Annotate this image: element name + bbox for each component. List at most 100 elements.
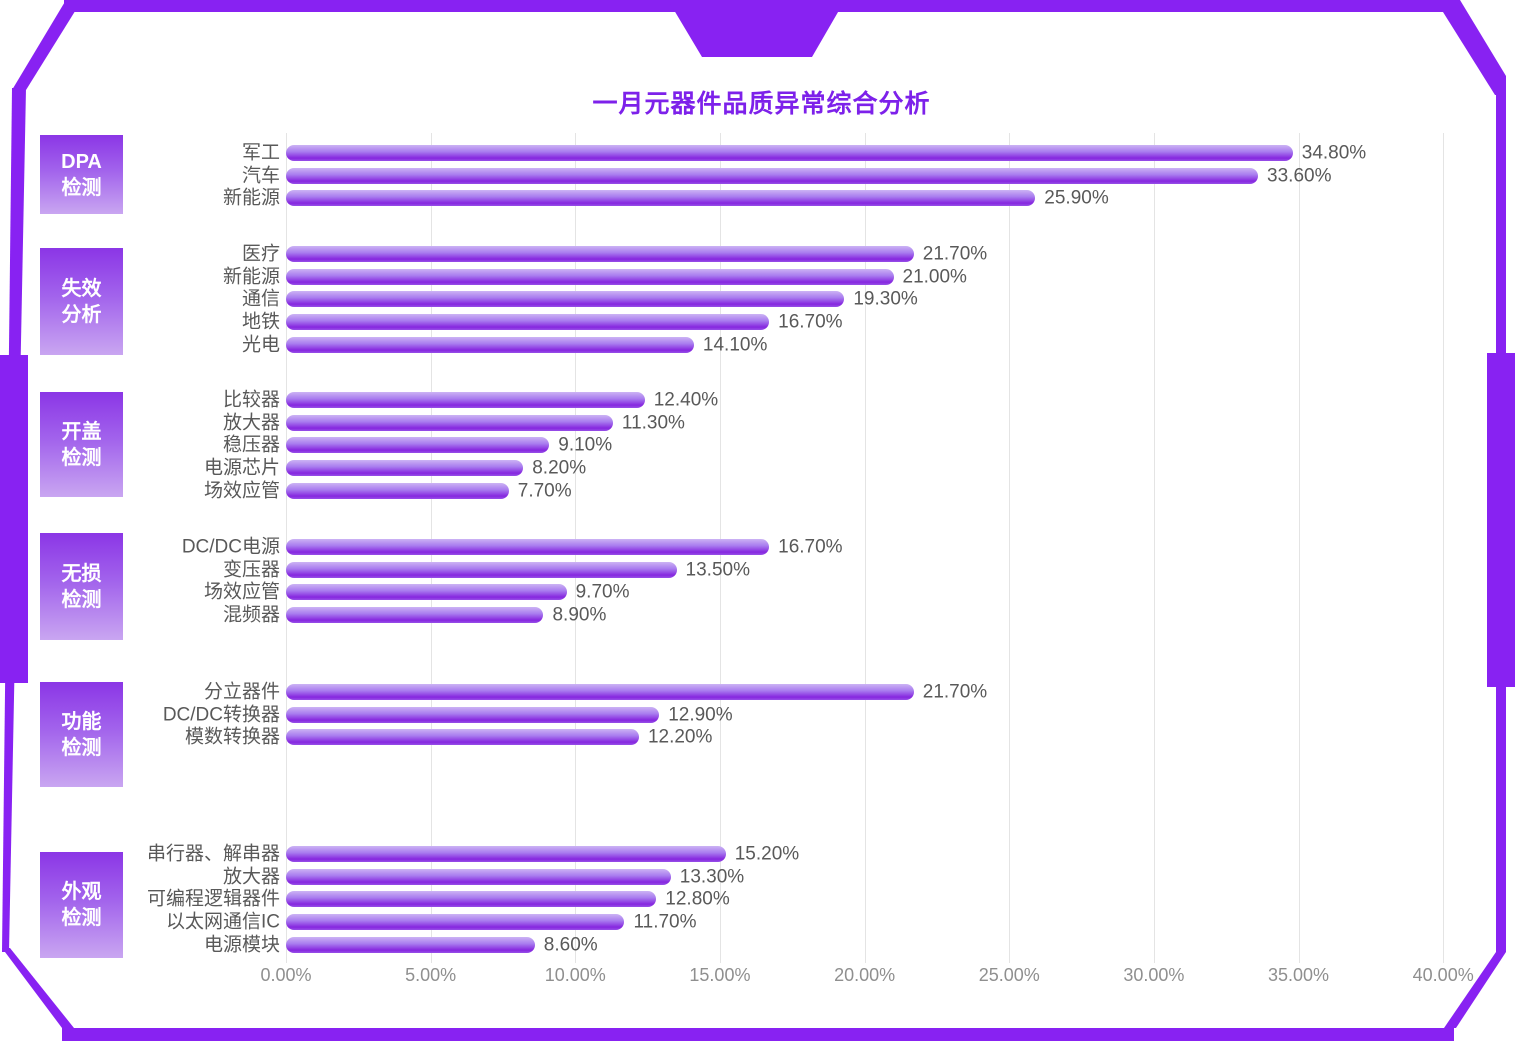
bar bbox=[286, 868, 671, 885]
value-label: 19.30% bbox=[853, 288, 918, 310]
value-label: 7.70% bbox=[517, 480, 572, 502]
gridline bbox=[864, 133, 866, 963]
gridline bbox=[1009, 133, 1011, 963]
bar bbox=[286, 414, 613, 431]
category-label: 模数转换器 bbox=[184, 726, 280, 748]
category-label: 放大器 bbox=[222, 866, 280, 888]
gridline bbox=[1443, 133, 1445, 963]
bar bbox=[286, 392, 645, 408]
value-label: 8.90% bbox=[552, 604, 607, 626]
bar bbox=[286, 190, 1036, 207]
group-label-line: 外观 bbox=[61, 881, 102, 903]
group-label-5: 功能 检测 bbox=[40, 682, 123, 787]
group-label-line: 功能 bbox=[61, 710, 102, 733]
category-label: 通信 bbox=[241, 288, 280, 310]
bar bbox=[286, 584, 567, 601]
gridline bbox=[1298, 133, 1300, 963]
value-label: 21.70% bbox=[922, 243, 988, 265]
category-label: 场效应管 bbox=[203, 581, 280, 603]
x-axis-tick-label: 25.00% bbox=[978, 965, 1040, 985]
value-label: 21.70% bbox=[922, 681, 988, 703]
gridline bbox=[1153, 133, 1155, 963]
group-label-2: 失效 分析 bbox=[40, 248, 123, 355]
value-label: 13.50% bbox=[685, 559, 750, 581]
bar bbox=[286, 437, 550, 454]
x-axis-tick-label: 20.00% bbox=[834, 965, 896, 985]
bar bbox=[286, 460, 524, 477]
group-label-3: 开盖 检测 bbox=[40, 392, 123, 497]
bar bbox=[286, 561, 677, 578]
x-axis-tick-label: 5.00% bbox=[405, 965, 457, 985]
value-label: 15.20% bbox=[734, 843, 800, 865]
bar bbox=[286, 729, 639, 746]
group-label-line: 检测 bbox=[61, 176, 102, 199]
category-label: 可编程逻辑器件 bbox=[146, 888, 280, 910]
bar bbox=[286, 336, 694, 353]
value-label: 8.60% bbox=[543, 934, 598, 956]
category-label: 串行器、解串器 bbox=[146, 843, 280, 865]
value-label: 12.80% bbox=[665, 888, 730, 910]
group-label-line: DPA bbox=[61, 150, 102, 173]
category-label: 医疗 bbox=[241, 243, 280, 265]
category-label: 以太网通信IC bbox=[165, 911, 280, 933]
bar bbox=[286, 314, 770, 331]
category-label: 混频器 bbox=[222, 604, 280, 626]
category-label: 变压器 bbox=[222, 559, 280, 581]
value-label: 9.10% bbox=[558, 434, 613, 456]
x-axis-tick-label: 40.00% bbox=[1412, 965, 1474, 985]
bar bbox=[286, 607, 544, 624]
value-label: 12.90% bbox=[668, 704, 733, 726]
x-axis-tick-label: 10.00% bbox=[544, 965, 606, 985]
group-label-6: 外观 检测 bbox=[40, 852, 123, 958]
value-label: 14.10% bbox=[702, 334, 768, 356]
value-label: 33.60% bbox=[1267, 165, 1332, 187]
bar bbox=[286, 914, 625, 931]
bar bbox=[286, 891, 657, 908]
group-label-line: 检测 bbox=[61, 588, 102, 611]
group-label-1: DPA 检测 bbox=[40, 135, 123, 214]
category-label: 分立器件 bbox=[203, 681, 280, 703]
category-label: 电源芯片 bbox=[203, 457, 280, 479]
bar bbox=[286, 268, 894, 285]
value-label: 9.70% bbox=[575, 581, 630, 603]
bar bbox=[286, 167, 1259, 184]
category-label: 地铁 bbox=[241, 311, 280, 333]
value-label: 12.20% bbox=[647, 726, 713, 748]
category-label: 新能源 bbox=[222, 187, 280, 209]
value-label: 25.90% bbox=[1044, 187, 1109, 209]
x-axis-tick-label: 35.00% bbox=[1268, 965, 1330, 985]
category-label: 军工 bbox=[241, 142, 280, 164]
category-label: 电源模块 bbox=[203, 934, 280, 956]
group-label-4: 无损 检测 bbox=[40, 533, 123, 640]
group-label-line: 检测 bbox=[61, 446, 102, 469]
value-label: 16.70% bbox=[778, 536, 843, 558]
x-axis-tick-label: 0.00% bbox=[260, 965, 312, 985]
value-label: 16.70% bbox=[778, 311, 843, 333]
category-label: 场效应管 bbox=[203, 480, 280, 502]
value-label: 13.30% bbox=[679, 866, 745, 888]
category-label: 汽车 bbox=[241, 165, 280, 187]
chart-title: 一月元器件品质异常综合分析 bbox=[592, 90, 931, 118]
x-axis-tick-label: 30.00% bbox=[1123, 965, 1185, 985]
category-label: 比较器 bbox=[222, 389, 280, 411]
category-label: 放大器 bbox=[222, 412, 280, 434]
group-label-line: 无损 bbox=[61, 562, 102, 585]
value-label: 11.70% bbox=[633, 911, 697, 933]
x-axis-tick-label: 15.00% bbox=[689, 965, 751, 985]
bar bbox=[286, 539, 770, 555]
group-label-line: 检测 bbox=[61, 907, 102, 929]
bar bbox=[286, 291, 845, 308]
bar bbox=[286, 684, 914, 700]
bar bbox=[286, 482, 509, 499]
bar bbox=[286, 246, 914, 262]
category-label: 稳压器 bbox=[222, 434, 280, 456]
bar bbox=[286, 936, 535, 953]
bar bbox=[286, 145, 1293, 161]
value-label: 11.30% bbox=[621, 412, 685, 434]
bar bbox=[286, 706, 660, 723]
group-label-line: 失效 bbox=[61, 277, 102, 300]
value-label: 34.80% bbox=[1301, 142, 1367, 164]
category-label: 光电 bbox=[241, 334, 280, 356]
